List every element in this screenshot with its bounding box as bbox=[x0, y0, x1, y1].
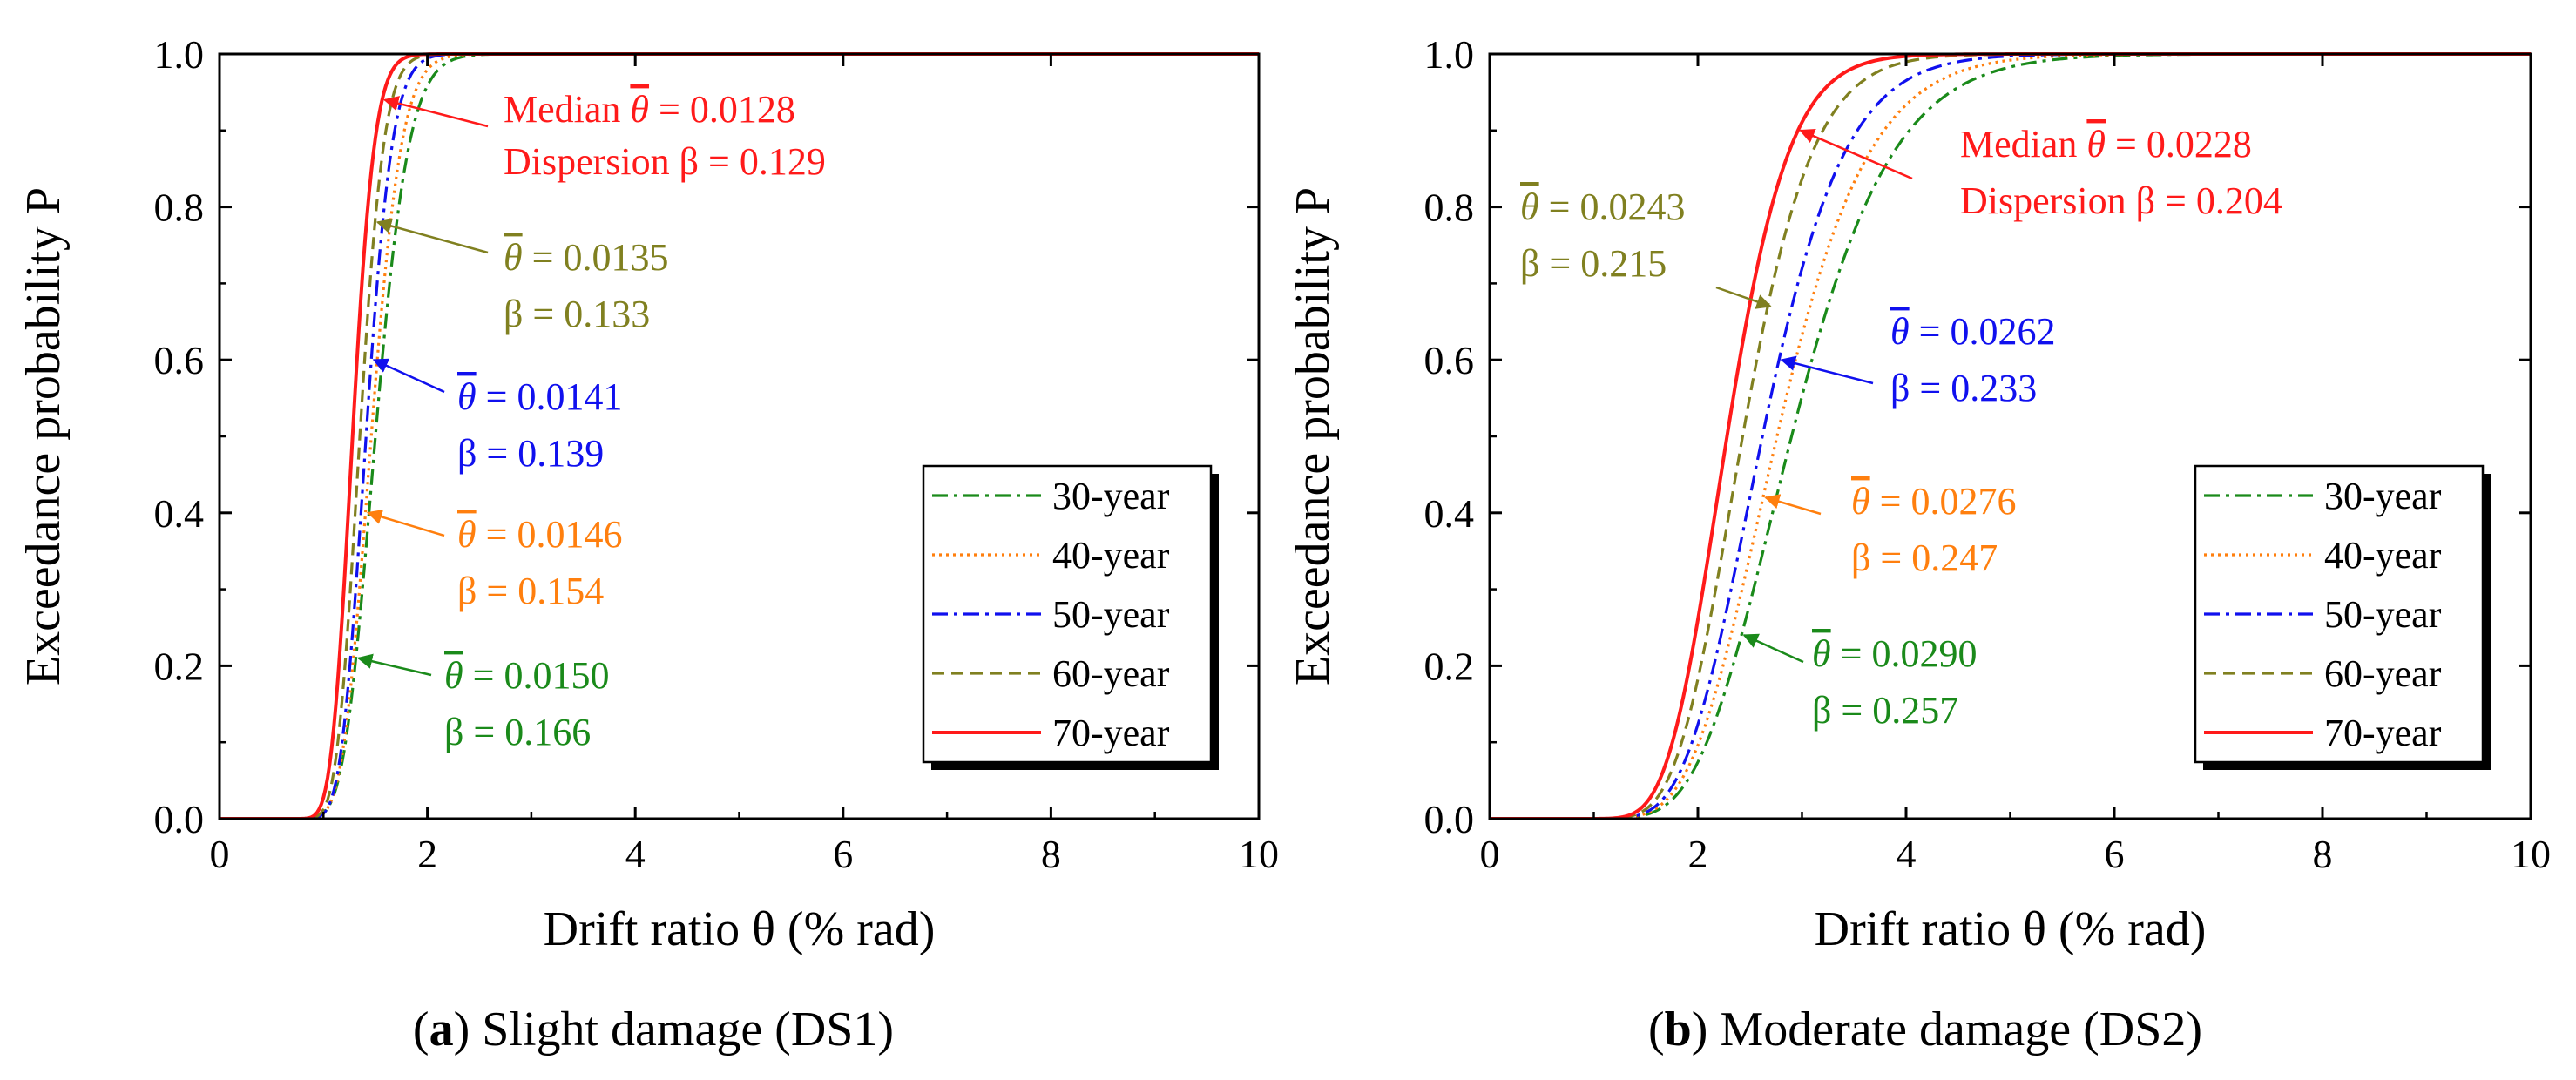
series-line-40-year bbox=[1490, 52, 2531, 820]
x-tick-label: 6 bbox=[833, 832, 853, 876]
annotation-median-line: θ = 0.0146 bbox=[457, 513, 622, 556]
annotation-dispersion-line: β = 0.215 bbox=[1520, 242, 1667, 285]
y-tick-label: 0.6 bbox=[1424, 338, 1475, 382]
annotation-median-value: = 0.0128 bbox=[649, 88, 795, 131]
legend-label: 50-year bbox=[2324, 593, 2442, 636]
annotation-dispersion-line: β = 0.166 bbox=[444, 711, 591, 753]
panel-caption: (a) Slight damage (DS1) bbox=[413, 1002, 894, 1056]
x-tick-label: 4 bbox=[625, 832, 646, 876]
annotation-median-line: Median θ = 0.0128 bbox=[504, 88, 795, 131]
annotation-median-line: θ = 0.0150 bbox=[444, 654, 609, 697]
annotation-dispersion-line: Dispersion β = 0.129 bbox=[504, 140, 826, 183]
y-tick-label: 0.6 bbox=[154, 338, 205, 382]
annotation-dispersion-line: β = 0.139 bbox=[457, 432, 604, 475]
annotation-median-value: = 0.0228 bbox=[2106, 123, 2252, 165]
annotation-dispersion-line: β = 0.133 bbox=[504, 293, 650, 335]
annotation-median-line: θ = 0.0135 bbox=[504, 236, 668, 279]
annotation-arrow bbox=[1780, 355, 1874, 385]
annotation-median-line: θ = 0.0276 bbox=[1851, 480, 2016, 523]
x-axis-label: Drift ratio θ (% rad) bbox=[544, 902, 936, 956]
annotation-arrow bbox=[366, 509, 445, 537]
annotation-median-line: θ = 0.0243 bbox=[1520, 186, 1685, 228]
chart-panel-a: 0 2 4 6 8 10 0.0 0.2 0.4 0.6 0.8 1.0 Drift ratio θ (… bbox=[17, 32, 1279, 1056]
y-tick-label: 0.8 bbox=[1424, 186, 1475, 230]
y-tick-label: 1.0 bbox=[1424, 32, 1475, 77]
legend-label: 30-year bbox=[1052, 475, 1170, 517]
annotation-median-line: θ = 0.0290 bbox=[1812, 632, 1977, 675]
annotation-arrow bbox=[356, 653, 432, 677]
caption-text: Slight damage (DS1) bbox=[470, 1002, 894, 1056]
panel-caption: (b) Moderate damage (DS2) bbox=[1648, 1002, 2202, 1056]
x-tick-label: 8 bbox=[2313, 832, 2333, 876]
annotation-dispersion-line: β = 0.257 bbox=[1812, 689, 1958, 732]
y-tick-label: 0.8 bbox=[154, 186, 205, 230]
y-tick-label: 0.4 bbox=[1424, 491, 1475, 536]
x-tick-label: 0 bbox=[1480, 832, 1500, 876]
x-tick-label: 4 bbox=[1897, 832, 1917, 876]
legend: 30-year 40-year 50-year 60-year 70-year bbox=[922, 464, 1219, 770]
annotation-median-line: Median θ = 0.0228 bbox=[1960, 123, 2252, 165]
y-tick-label: 0.0 bbox=[1424, 797, 1475, 841]
x-tick-label: 6 bbox=[2105, 832, 2125, 876]
x-tick-label: 10 bbox=[2511, 832, 2551, 876]
annotation-dispersion-line: β = 0.247 bbox=[1851, 537, 1998, 579]
annotation-arrow bbox=[1799, 128, 1913, 180]
annotation-median-line: θ = 0.0262 bbox=[1890, 310, 2055, 353]
caption-letter: a bbox=[429, 1002, 454, 1056]
annotation-median-value: = 0.0276 bbox=[1870, 480, 2017, 523]
legend-label: 60-year bbox=[2324, 652, 2442, 695]
annotation-median-value: = 0.0150 bbox=[463, 654, 610, 697]
x-axis-label: Drift ratio θ (% rad) bbox=[1815, 902, 2207, 956]
annotation-dispersion-line: Dispersion β = 0.204 bbox=[1960, 179, 2282, 222]
legend-label: 40-year bbox=[2324, 534, 2442, 577]
legend-label: 40-year bbox=[1052, 534, 1170, 577]
y-tick-label: 0.2 bbox=[154, 644, 205, 688]
annotation-arrow bbox=[382, 96, 489, 128]
y-tick-label: 0.4 bbox=[154, 491, 205, 536]
y-axis-label: Exceedance probability P bbox=[1286, 187, 1340, 685]
annotation-median-line: θ = 0.0141 bbox=[457, 375, 622, 418]
annotation-arrow bbox=[372, 358, 445, 394]
legend-label: 30-year bbox=[2324, 475, 2442, 517]
chart-panel-b: 0 2 4 6 8 10 0.0 0.2 0.4 0.6 0.8 1.0 Drift ratio θ (… bbox=[1286, 32, 2551, 1056]
annotation-arrow bbox=[1715, 286, 1772, 309]
annotation-arrow bbox=[1742, 633, 1804, 664]
annotation-median-value: = 0.0290 bbox=[1831, 632, 1978, 675]
legend: 30-year 40-year 50-year 60-year 70-year bbox=[2194, 464, 2491, 770]
x-tick-label: 2 bbox=[417, 832, 437, 876]
caption-letter: b bbox=[1665, 1002, 1692, 1056]
annotation-median-value: = 0.0141 bbox=[477, 375, 623, 418]
legend-label: 50-year bbox=[1052, 593, 1170, 636]
annotation-arrow bbox=[1764, 494, 1822, 516]
caption-text: Moderate damage (DS2) bbox=[1707, 1002, 2202, 1056]
annotation-median-value: = 0.0262 bbox=[1910, 310, 2056, 353]
y-tick-label: 0.2 bbox=[1424, 644, 1475, 688]
annotation-prefix: Median bbox=[1960, 123, 2086, 165]
annotation-prefix: Median bbox=[504, 88, 630, 131]
annotation-median-value: = 0.0243 bbox=[1539, 186, 1686, 228]
annotation-median-value: = 0.0135 bbox=[523, 236, 669, 279]
legend-label: 70-year bbox=[2324, 712, 2442, 754]
x-tick-label: 10 bbox=[1239, 832, 1279, 876]
annotation-dispersion-line: β = 0.154 bbox=[457, 570, 604, 612]
annotation-arrow bbox=[375, 218, 489, 254]
y-tick-label: 1.0 bbox=[154, 32, 205, 77]
annotation-median-value: = 0.0146 bbox=[477, 513, 623, 556]
x-tick-label: 8 bbox=[1041, 832, 1061, 876]
y-tick-label: 0.0 bbox=[154, 797, 205, 841]
annotation-dispersion-line: β = 0.233 bbox=[1890, 367, 2037, 409]
legend-label: 70-year bbox=[1052, 712, 1170, 754]
x-tick-label: 2 bbox=[1688, 832, 1708, 876]
x-tick-label: 0 bbox=[210, 832, 230, 876]
legend-label: 60-year bbox=[1052, 652, 1170, 695]
y-axis-label: Exceedance probability P bbox=[17, 187, 71, 685]
